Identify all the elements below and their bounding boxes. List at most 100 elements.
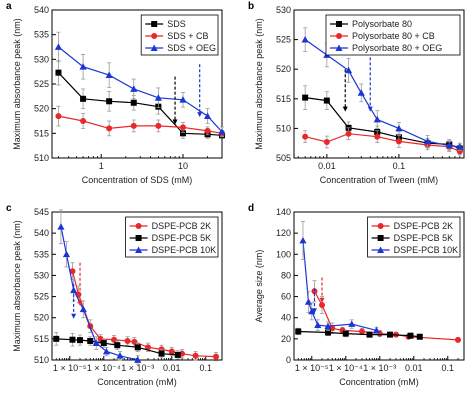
data-point <box>455 336 462 343</box>
x-tick-label: 1 × 10⁻³ <box>121 363 154 373</box>
x-tick-label: 1 × 10⁻⁴ <box>87 363 121 373</box>
data-point <box>79 63 87 70</box>
y-tick-label: 530 <box>34 270 49 280</box>
data-point <box>57 223 65 230</box>
data-point <box>301 36 309 43</box>
x-tick-label: 1 <box>99 161 104 171</box>
arrow-head <box>71 313 77 319</box>
data-point <box>204 127 211 134</box>
data-point <box>80 95 87 102</box>
y-tick-label: 525 <box>34 292 49 302</box>
y-tick-label: 545 <box>34 207 49 217</box>
data-point <box>423 137 432 145</box>
data-point <box>359 328 365 335</box>
x-tick-label: 0.01 <box>405 363 423 373</box>
panel-label: b <box>248 1 254 12</box>
series-line <box>60 226 138 361</box>
data-point <box>124 337 131 344</box>
data-point <box>179 124 186 131</box>
series-dspe-pcb-10k <box>299 221 381 334</box>
data-point <box>407 332 414 339</box>
data-point <box>319 302 326 309</box>
plot-frame <box>293 211 465 361</box>
series-dspe-pcb-2k <box>69 262 220 362</box>
data-point <box>348 320 356 327</box>
arrow-head <box>319 297 325 303</box>
data-point <box>323 139 330 146</box>
x-tick-label: 0.01 <box>163 363 181 373</box>
legend-label: Polysorbate 80 + OEG <box>352 43 442 53</box>
y-tick-label: 520 <box>34 104 49 114</box>
data-point <box>62 250 71 258</box>
data-point <box>342 330 349 337</box>
legend-label: DSPE-PCB 5K <box>152 233 212 243</box>
legend-label: DSPE-PCB 2K <box>152 221 212 231</box>
data-point <box>311 288 318 295</box>
x-tick-label: 10 <box>178 161 188 171</box>
x-axis-label: Concentration (mM) <box>339 377 419 387</box>
x-tick-label: 0.01 <box>318 161 336 171</box>
legend-marker <box>135 235 142 241</box>
data-point <box>387 331 394 338</box>
data-point <box>102 347 111 355</box>
data-point <box>145 344 152 351</box>
arrow-head <box>172 119 178 125</box>
data-point <box>314 321 322 328</box>
data-point <box>130 122 137 129</box>
y-tick-label: 515 <box>34 128 49 138</box>
legend-label: SDS + OEG <box>167 43 216 53</box>
y-axis-label: Maximum absorbance peak (nm) <box>254 18 264 150</box>
arrow-head <box>342 106 348 112</box>
data-point <box>345 130 352 137</box>
data-point <box>106 125 113 132</box>
x-tick-label: 1 × 10⁻⁵ <box>53 363 87 373</box>
data-point <box>69 268 76 275</box>
data-point <box>116 352 124 359</box>
data-point <box>218 128 226 135</box>
data-point <box>87 337 94 344</box>
y-tick-label: 540 <box>34 5 49 15</box>
legend-label: Polysorbate 80 + CB <box>352 31 435 41</box>
data-point <box>325 329 331 336</box>
data-point <box>179 130 186 137</box>
data-point <box>154 94 162 101</box>
data-point <box>416 333 423 340</box>
data-point <box>53 335 60 342</box>
y-tick-label: 40 <box>281 313 291 323</box>
data-point <box>456 143 464 150</box>
data-point <box>134 344 141 351</box>
data-point <box>302 94 309 101</box>
data-point <box>114 342 121 349</box>
data-point <box>100 340 107 347</box>
legend-marker <box>151 21 158 27</box>
legend-label: DSPE-PCB 10K <box>394 245 459 255</box>
data-point <box>374 133 381 140</box>
y-tick-label: 140 <box>276 207 291 217</box>
data-point <box>445 141 453 149</box>
data-point <box>304 298 313 305</box>
data-point <box>357 89 365 96</box>
y-tick-label: 0 <box>286 355 291 365</box>
data-point <box>395 124 403 132</box>
x-tick-label: 1 × 10⁻³ <box>363 363 396 373</box>
data-point <box>168 348 175 355</box>
series-polysorbate-80-oeg <box>301 27 464 151</box>
legend: DSPE-PCB 2K DSPE-PCB 5K DSPE-PCB 10K <box>125 216 219 258</box>
y-tick-label: 60 <box>281 292 291 302</box>
x-tick-label: 1 × 10⁻⁴ <box>329 363 363 373</box>
legend: Polysorbate 80 Polysorbate 80 + CB Polysor… <box>325 14 461 56</box>
legend-marker <box>377 223 384 229</box>
data-point <box>92 339 100 346</box>
y-tick-label: 510 <box>276 123 291 133</box>
series-line <box>305 133 461 153</box>
legend-marker <box>135 246 143 253</box>
x-axis-label: Concentration of SDS (mM) <box>82 175 193 185</box>
legend-label: SDS + CB <box>167 31 208 41</box>
data-point <box>77 337 84 344</box>
data-point <box>372 326 381 334</box>
legend-box <box>325 14 461 56</box>
y-tick-label: 520 <box>34 313 49 323</box>
panel-label: d <box>248 203 254 214</box>
